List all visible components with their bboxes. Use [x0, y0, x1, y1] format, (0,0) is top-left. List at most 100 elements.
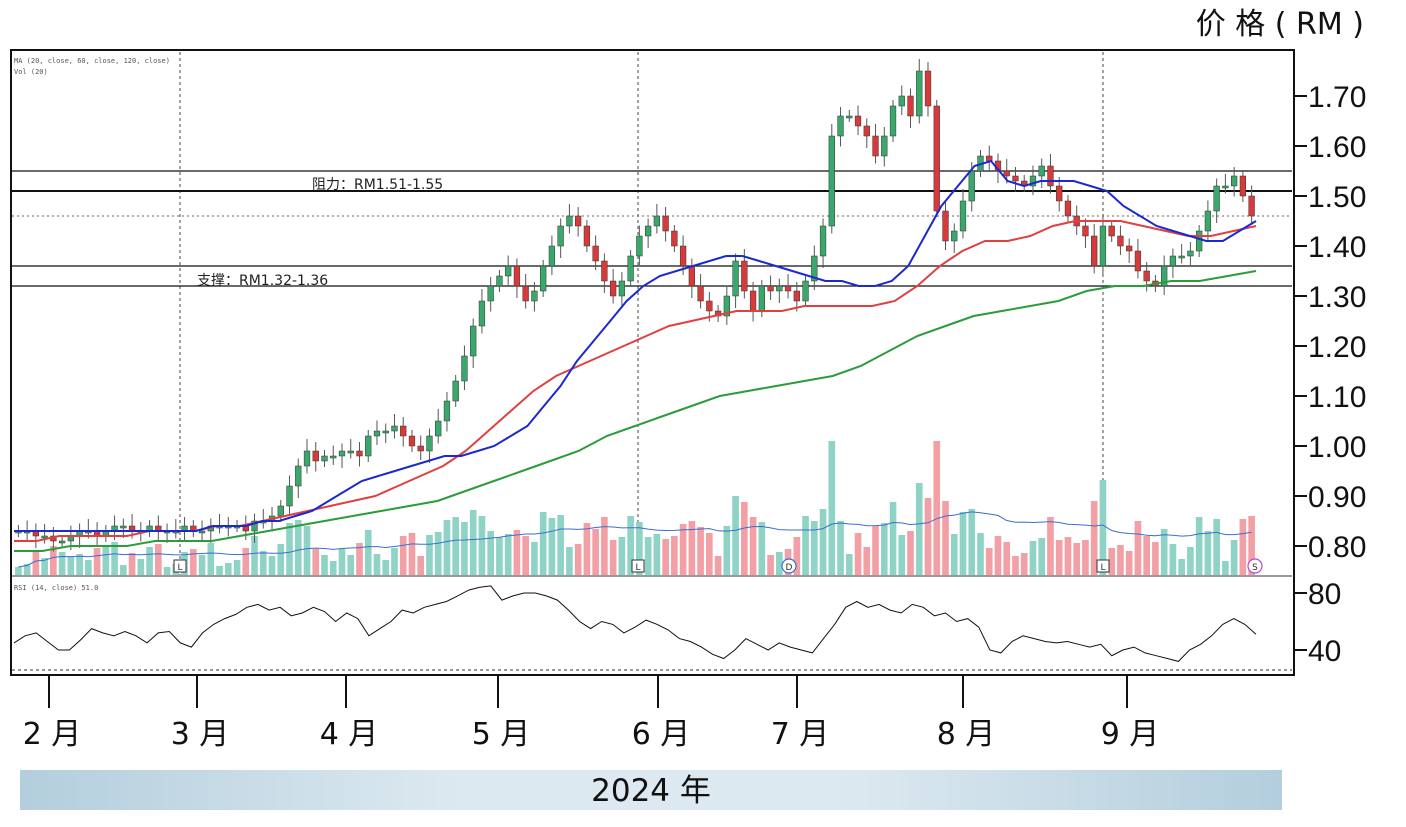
candle-body [872, 135, 879, 157]
candle-body [819, 225, 827, 257]
volume-bar [1134, 521, 1142, 575]
x-tick-label: 4 月 [320, 717, 379, 752]
volume-bar [583, 523, 591, 575]
y-tick-label: 1.70 [1308, 81, 1366, 114]
volume-bar [391, 548, 398, 575]
x-tick-label: 8 月 [937, 717, 996, 752]
volume-bar [627, 516, 634, 575]
x-tick-label: 6 月 [632, 717, 691, 752]
volume-bar [1195, 517, 1203, 575]
volume-bar [1204, 531, 1212, 575]
candlesticks [15, 59, 1255, 552]
candle-body [312, 450, 319, 462]
candle-body [548, 245, 556, 267]
y-tick-label: 1.50 [1308, 181, 1366, 214]
candle-body [58, 540, 66, 544]
x-tick-label: 5 月 [472, 717, 531, 752]
volume-bar [504, 534, 512, 575]
candle-body [828, 135, 835, 227]
volume-bar [399, 536, 407, 575]
ma60-line [14, 220, 1257, 542]
event-marker-label: D [786, 563, 793, 573]
candle-body [461, 355, 468, 382]
candle-body [251, 520, 258, 532]
volume-bar [933, 441, 941, 575]
volume-bar [382, 560, 390, 575]
volume-bar [1125, 551, 1133, 575]
volume-bar [1187, 547, 1194, 575]
candle-body [924, 70, 932, 107]
candle-body [1134, 250, 1142, 272]
candle-body [951, 230, 958, 242]
volume-bar [775, 552, 783, 575]
volume-bar [592, 529, 599, 575]
candle-body [688, 265, 695, 287]
volume-bar [985, 548, 993, 575]
candle-body [400, 425, 407, 437]
candle-body [1056, 185, 1063, 202]
event-marker-label: S [1252, 563, 1258, 573]
volume-bar [1090, 501, 1098, 575]
volume-bar [706, 533, 713, 575]
candle-body [636, 235, 643, 257]
event-marker-box [1096, 559, 1110, 573]
volume-bar [1038, 538, 1046, 575]
volume-bar [1108, 548, 1116, 575]
candle-body [1187, 250, 1194, 257]
volume-bar [557, 515, 564, 575]
unit-label: 价 格 ( RM ) [1196, 7, 1364, 42]
candle-body [618, 280, 626, 297]
candle-body [373, 430, 381, 437]
volume-bar [653, 534, 661, 575]
candle-body [907, 95, 914, 117]
volume-bars [15, 441, 1255, 575]
volume-bar [618, 537, 626, 575]
candle-body [1099, 225, 1107, 267]
candle-body [487, 285, 494, 302]
volume-bar [1099, 480, 1107, 575]
volume-bar [303, 526, 311, 575]
y-tick-label: 1.20 [1308, 331, 1366, 364]
candle-body [330, 455, 337, 459]
candle-body [356, 450, 363, 457]
volume-bar [644, 537, 652, 575]
volume-bar [242, 548, 250, 575]
volume-bar [810, 521, 818, 575]
volume-bar [513, 530, 521, 575]
candle-body [540, 265, 547, 292]
volume-bar [58, 552, 66, 575]
volume-bar [347, 555, 355, 575]
event-marker-circle [781, 558, 797, 574]
ma-legend: MA (20, close, 60, close, 120, close) [14, 57, 170, 65]
candle-body [391, 425, 398, 432]
volume-bar [373, 554, 381, 575]
volume-bar [259, 551, 267, 575]
volume-bar [93, 548, 101, 575]
volume-bar [522, 536, 529, 575]
candle-body [942, 210, 949, 242]
candle-body [749, 290, 757, 312]
volume-bar [1073, 543, 1081, 575]
volume-bar [697, 527, 704, 575]
volume-bar [863, 547, 871, 575]
volume-bar [146, 547, 153, 575]
volume-bar [679, 524, 687, 575]
candle-body [531, 290, 538, 302]
candle-body [443, 400, 451, 422]
candle-body [198, 530, 206, 534]
volume-bar [1160, 529, 1168, 575]
volume-bar [1248, 516, 1255, 575]
volume-bar [662, 539, 669, 575]
candle-body [863, 125, 870, 137]
candle-body [1038, 165, 1045, 177]
candle-body [426, 435, 433, 452]
volume-bar [802, 516, 809, 575]
volume-bar [1152, 542, 1159, 575]
year-band-rect [20, 770, 1282, 810]
candle-body [1047, 165, 1054, 187]
candle-body [644, 225, 652, 237]
volume-bar [1239, 519, 1247, 575]
volume-bar [880, 523, 888, 575]
volume-bar [1012, 556, 1019, 575]
